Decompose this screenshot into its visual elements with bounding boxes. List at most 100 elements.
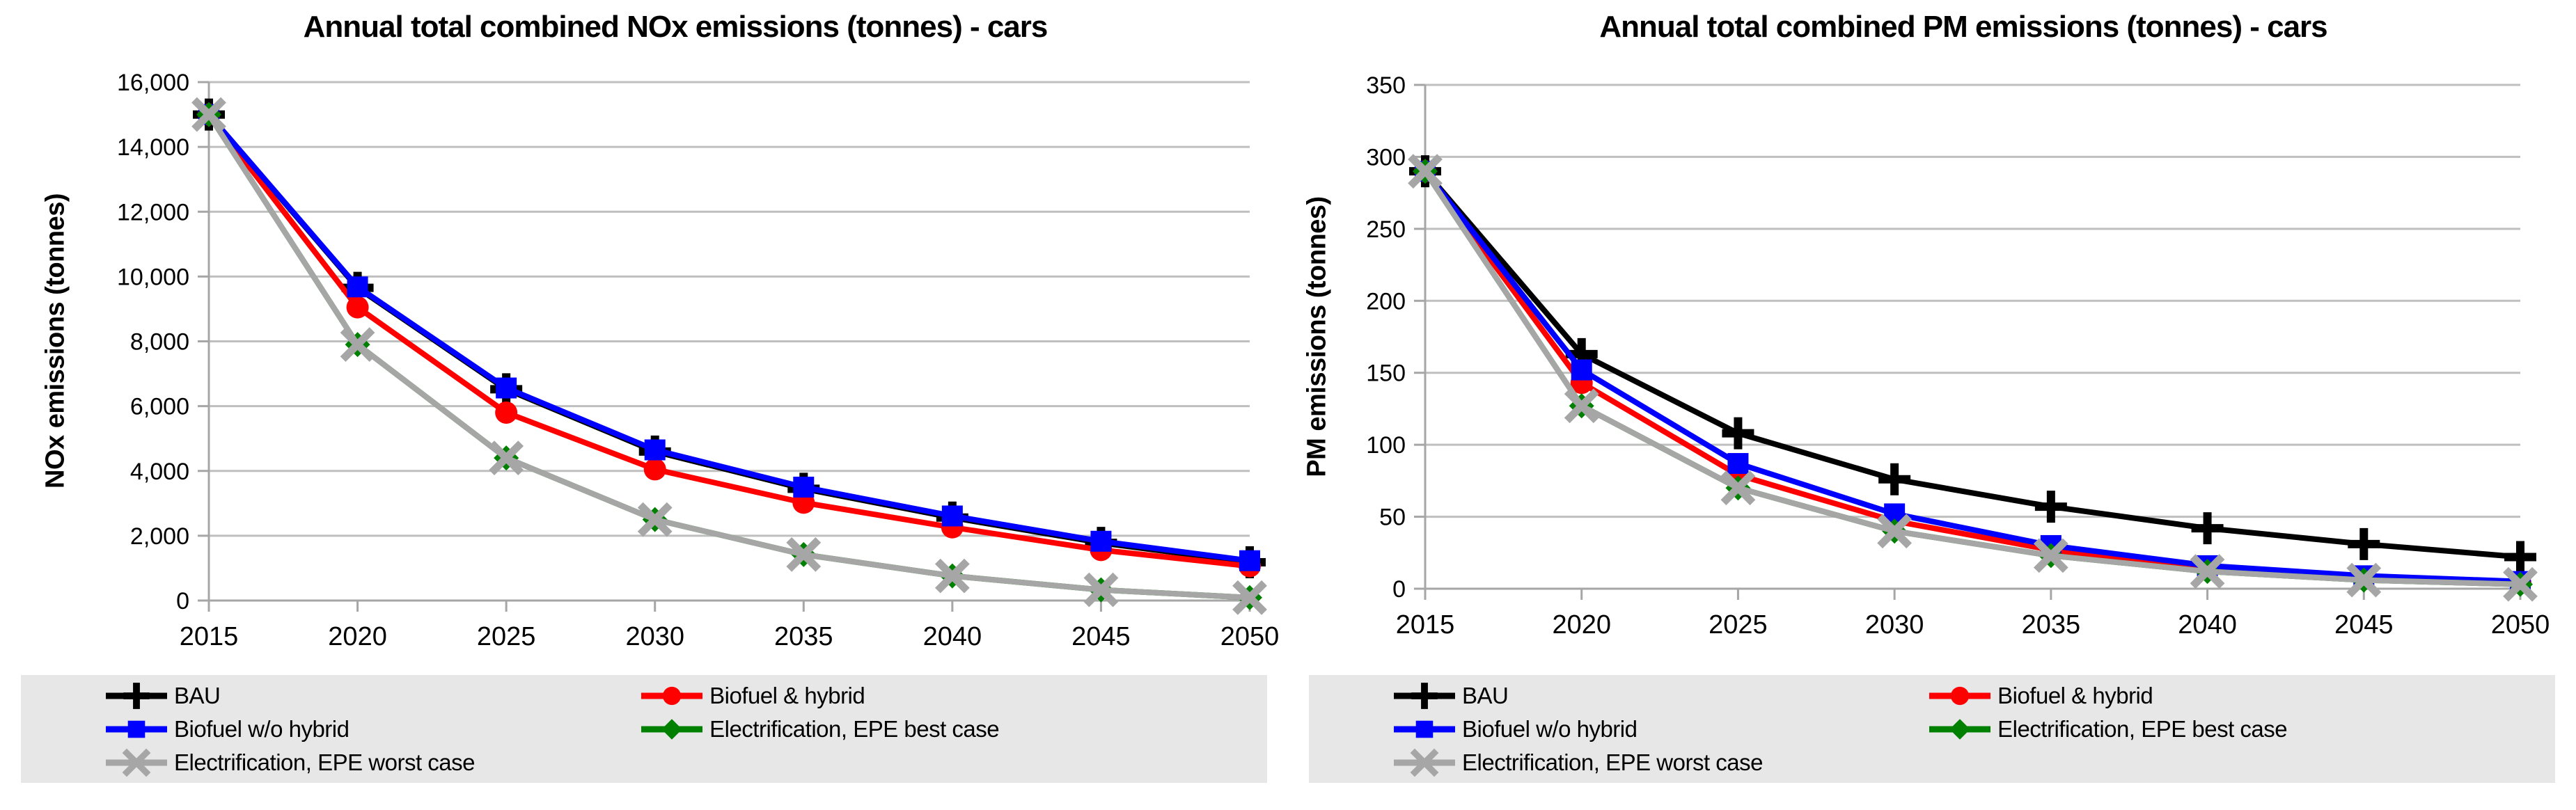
x-marker-icon bbox=[2503, 566, 2538, 602]
legend-item: Biofuel & hybrid bbox=[1926, 681, 2555, 711]
x-tick-label: 2020 bbox=[328, 622, 387, 651]
square-marker-icon bbox=[1571, 359, 1592, 381]
y-tick-label: 150 bbox=[1366, 360, 1406, 387]
legend-square-marker-icon bbox=[106, 720, 167, 738]
x-tick-label: 2035 bbox=[2022, 610, 2081, 640]
x-marker-icon bbox=[340, 327, 375, 363]
series-line bbox=[1422, 169, 2521, 560]
legend-item: BAU bbox=[103, 681, 638, 711]
x-marker-icon bbox=[2190, 554, 2225, 589]
square-marker-icon bbox=[496, 377, 517, 399]
legend-label: Biofuel w/o hybrid bbox=[174, 716, 350, 742]
series-line bbox=[206, 113, 1250, 601]
x-tick-label: 2030 bbox=[1865, 610, 1924, 640]
series-line bbox=[1422, 169, 2521, 587]
circle-marker-icon bbox=[1950, 686, 1970, 706]
series-line bbox=[206, 113, 1250, 569]
legend-label: Biofuel & hybrid bbox=[1997, 683, 2153, 708]
square-marker-icon bbox=[347, 276, 368, 298]
x-marker-icon bbox=[1083, 572, 1119, 608]
circle-marker-icon bbox=[346, 296, 369, 319]
y-tick-label: 6,000 bbox=[130, 394, 189, 420]
x-marker-icon bbox=[1877, 514, 1913, 549]
y-tick-label: 300 bbox=[1366, 144, 1406, 170]
x-tick-label: 2050 bbox=[1220, 622, 1280, 651]
x-marker-icon bbox=[1410, 748, 1439, 777]
circle-marker-icon bbox=[495, 401, 518, 424]
y-tick-label: 50 bbox=[1379, 505, 1406, 531]
y-tick-label: 4,000 bbox=[130, 459, 189, 485]
square-marker-icon bbox=[644, 439, 666, 461]
plus-marker-icon bbox=[2034, 491, 2067, 523]
legend-x-marker-icon bbox=[1394, 748, 1455, 777]
legend-x-marker-icon bbox=[106, 748, 167, 777]
x-marker-icon bbox=[934, 558, 970, 594]
y-tick-label: 12,000 bbox=[117, 199, 189, 225]
nox-line-chart: 0 2,000 4,000 6,000 8,000 10,000 12,000 14,000 1… bbox=[117, 70, 1280, 651]
legend-label: Electrification, EPE best case bbox=[1997, 716, 2288, 742]
diamond-marker-icon bbox=[1949, 719, 1970, 740]
plus-marker-icon bbox=[2348, 527, 2380, 560]
legend-circle-marker-icon bbox=[641, 686, 703, 706]
legend-diamond-marker-icon bbox=[641, 719, 703, 740]
x-marker-icon bbox=[2033, 538, 2068, 573]
plus-marker-icon bbox=[2191, 512, 2224, 545]
x-tick-label: 2040 bbox=[923, 622, 982, 651]
x-marker-icon bbox=[1232, 580, 1267, 615]
x-tick-label: 2025 bbox=[477, 622, 536, 651]
pm-chart-panel: Annual total combined PM emissions (tonn… bbox=[1288, 0, 2576, 810]
nox-chart-legend: BAU Biofuel & hybrid Biofuel w/o hybrid Ele… bbox=[21, 675, 1267, 783]
y-tick-label: 8,000 bbox=[130, 329, 189, 356]
y-tick-label: 16,000 bbox=[117, 70, 189, 96]
legend-label: Biofuel & hybrid bbox=[709, 683, 865, 708]
pm-line-chart: 0 50 100 150 200 250 300 350 2015 2020 2025 2030 203… bbox=[1366, 72, 2550, 640]
plus-marker-icon bbox=[123, 683, 150, 709]
x-tick-label: 2045 bbox=[2334, 610, 2394, 640]
legend-label: Electrification, EPE best case bbox=[709, 716, 1000, 742]
plus-marker-icon bbox=[1411, 683, 1438, 709]
legend-item: Biofuel & hybrid bbox=[638, 681, 1267, 711]
diamond-marker-icon bbox=[661, 719, 682, 740]
x-tick-label: 2020 bbox=[1552, 610, 1611, 640]
legend-circle-marker-icon bbox=[1929, 686, 1991, 706]
legend-item: Electrification, EPE worst case bbox=[103, 747, 638, 778]
x-tick-label: 2040 bbox=[2178, 610, 2237, 640]
y-tick-label: 250 bbox=[1366, 216, 1406, 243]
x-marker-icon bbox=[637, 502, 673, 537]
pm-chart-legend: BAU Biofuel & hybrid Biofuel w/o hybrid Ele… bbox=[1309, 675, 2555, 783]
legend-item: Electrification, EPE worst case bbox=[1391, 747, 1926, 778]
plus-marker-icon bbox=[1722, 417, 1754, 450]
legend-label: BAU bbox=[1462, 683, 1509, 708]
x-marker-icon bbox=[191, 97, 226, 132]
x-marker-icon bbox=[786, 537, 822, 572]
y-tick-label: 2,000 bbox=[130, 523, 189, 550]
legend-diamond-marker-icon bbox=[1929, 719, 1991, 740]
legend-item: BAU bbox=[1391, 681, 1926, 711]
x-marker-icon bbox=[122, 748, 151, 777]
legend-label: Electrification, EPE worst case bbox=[1462, 749, 1764, 775]
nox-chart-title: Annual total combined NOx emissions (ton… bbox=[303, 10, 1049, 44]
plus-marker-icon bbox=[2504, 541, 2536, 573]
legend-item: Electrification, EPE best case bbox=[638, 714, 1267, 745]
y-tick-label: 10,000 bbox=[117, 264, 189, 290]
y-tick-label: 350 bbox=[1366, 72, 1406, 99]
series-line bbox=[206, 112, 1250, 564]
legend-item: Biofuel w/o hybrid bbox=[103, 714, 638, 745]
legend-plus-marker-icon bbox=[1394, 683, 1455, 709]
square-marker-icon bbox=[1090, 530, 1112, 552]
x-tick-label: 2015 bbox=[180, 622, 239, 651]
x-marker-icon bbox=[1408, 154, 1443, 189]
plus-marker-icon bbox=[1878, 463, 1911, 495]
y-tick-label: 0 bbox=[1392, 576, 1406, 603]
square-marker-icon bbox=[1415, 720, 1434, 738]
nox-chart-panel: Annual total combined NOx emissions (ton… bbox=[21, 10, 1280, 783]
legend-label: BAU bbox=[174, 683, 221, 708]
square-marker-icon bbox=[941, 505, 963, 527]
x-marker-icon bbox=[1564, 388, 1599, 424]
x-marker-icon bbox=[1720, 470, 1756, 506]
x-tick-label: 2035 bbox=[774, 622, 833, 651]
x-tick-label: 2025 bbox=[1709, 610, 1768, 640]
y-tick-label: 0 bbox=[176, 588, 189, 614]
legend-square-marker-icon bbox=[1394, 720, 1455, 738]
x-tick-label: 2030 bbox=[625, 622, 684, 651]
